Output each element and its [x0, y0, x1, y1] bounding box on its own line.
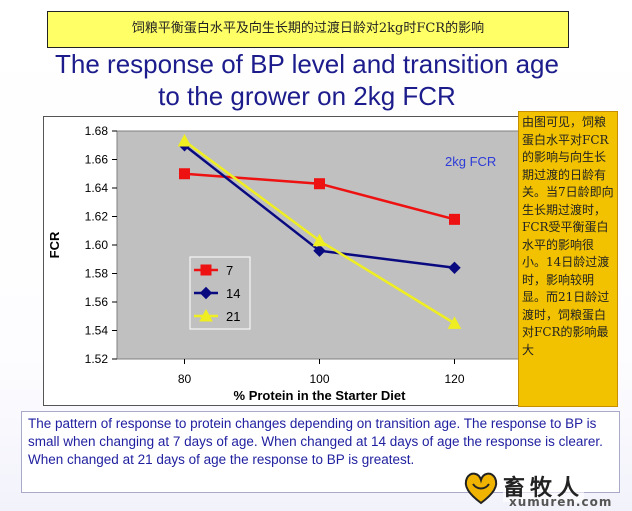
data-point-21: [312, 233, 327, 247]
data-point-14: [448, 261, 461, 275]
y-tick-label: 1.58: [85, 267, 109, 281]
chart-frame: 1.52 1.54 1.56 1.58 1.60 1.62 1.64 1.66 1.68 80 10…: [43, 116, 529, 406]
data-point-21: [447, 316, 462, 329]
slide-title-line-1: The response of BP level and transition …: [55, 49, 559, 79]
xumuren-logo-icon: [464, 472, 498, 505]
y-tick-label: 1.52: [85, 352, 109, 366]
data-point-21: [177, 133, 192, 147]
y-tick-label: 1.56: [85, 295, 109, 309]
chinese-explanation-note: 由图可见，饲粮蛋白水平对FCR的影响与向生长期过渡的日龄有关。当7日龄即向生长期…: [518, 111, 618, 407]
x-tick-label: 120: [444, 372, 464, 386]
watermark-url: xumuren.com: [509, 495, 613, 509]
chinese-title-banner: 饲粮平衡蛋白水平及向生长期的过渡日龄对2kg时FCR的影响: [47, 11, 569, 48]
x-tick-label: 100: [309, 372, 329, 386]
slide-title: The response of BP level and transition …: [12, 48, 602, 112]
data-point-7: [314, 178, 325, 190]
y-tick-label: 1.66: [85, 153, 109, 167]
legend-label-7: 7: [226, 263, 233, 278]
watermark-name: 畜牧人: [503, 470, 585, 502]
data-point-7: [179, 168, 190, 180]
watermark: 畜牧人 xumuren.com: [461, 470, 629, 509]
fcr-line-chart: 1.52 1.54 1.56 1.58 1.60 1.62 1.64 1.66 1.68 80 10…: [47, 124, 523, 403]
slide-title-line-2: to the grower on 2kg FCR: [158, 81, 456, 111]
legend-label-21: 21: [226, 309, 240, 324]
legend-label-14: 14: [226, 286, 240, 301]
legend-marker-14: [199, 286, 213, 300]
data-point-7: [449, 213, 460, 225]
y-tick-label: 1.60: [85, 238, 109, 252]
legend-marker-7: [200, 264, 212, 276]
x-axis-label: % Protein in the Starter Diet: [234, 388, 407, 403]
y-tick-label: 1.62: [85, 210, 109, 224]
y-tick-label: 1.54: [85, 324, 109, 338]
legend-marker-21: [199, 308, 213, 322]
y-tick-label: 1.64: [85, 181, 109, 195]
chart-annotation: 2kg FCR: [445, 154, 496, 169]
y-tick-label: 1.68: [85, 124, 109, 138]
y-axis-label: FCR: [47, 231, 62, 258]
x-tick-label: 80: [178, 372, 192, 386]
data-point-14: [313, 244, 326, 257]
